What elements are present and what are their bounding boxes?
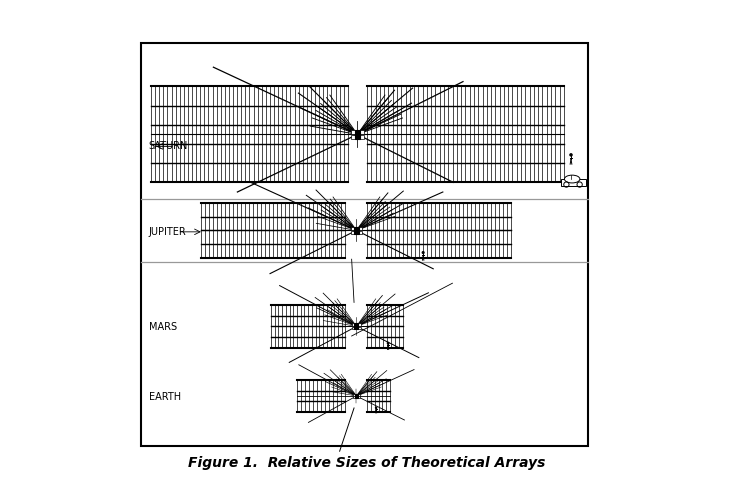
Bar (355, 130, 360, 139)
Bar (360, 135, 364, 139)
Text: Figure 1.  Relative Sizes of Theoretical Arrays: Figure 1. Relative Sizes of Theoretical … (189, 456, 545, 470)
Circle shape (570, 154, 572, 156)
Bar (358, 327, 361, 329)
Text: JUPITER: JUPITER (148, 227, 186, 237)
Bar (355, 394, 358, 398)
Circle shape (422, 252, 424, 253)
Bar (359, 231, 362, 234)
Bar (353, 396, 355, 398)
Bar (201, 203, 346, 258)
Bar (351, 130, 355, 133)
Bar (352, 324, 355, 326)
Text: SATURN: SATURN (148, 142, 188, 151)
Bar (271, 305, 346, 348)
Ellipse shape (564, 175, 580, 183)
Bar (359, 227, 362, 229)
Bar (367, 305, 403, 348)
Bar (354, 227, 359, 234)
Bar (353, 394, 355, 396)
Bar (367, 380, 390, 412)
Bar (297, 380, 346, 412)
Bar (351, 227, 354, 229)
Circle shape (376, 407, 377, 408)
Bar (351, 135, 355, 139)
Bar (360, 130, 364, 133)
Text: EARTH: EARTH (148, 392, 181, 402)
Bar (367, 203, 511, 258)
Bar (351, 231, 354, 234)
Bar (358, 324, 361, 326)
Text: MARS: MARS (148, 323, 177, 332)
Bar (367, 86, 564, 182)
Bar (352, 327, 355, 329)
Bar (358, 396, 360, 398)
Bar (561, 180, 586, 186)
Bar (151, 86, 348, 182)
Circle shape (388, 342, 389, 344)
Bar (358, 394, 360, 396)
Bar (142, 43, 588, 446)
Bar (355, 324, 358, 329)
